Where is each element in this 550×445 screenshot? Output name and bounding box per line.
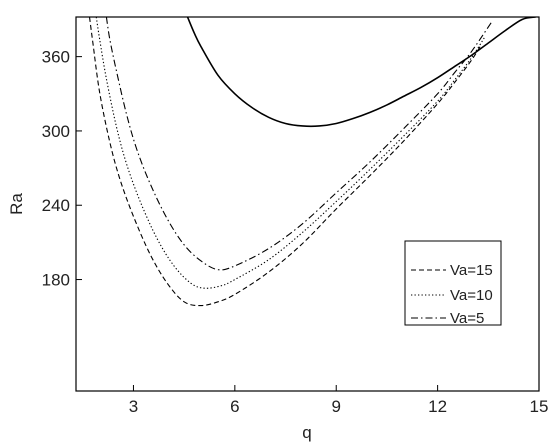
legend-box [404,240,502,326]
x-tick-label: 3 [129,397,138,416]
y-axis-label: Ra [7,193,26,215]
y-tick-label: 180 [42,271,70,290]
axis-ticks: 3 6 9 12 15 180 240 300 360 [42,48,549,416]
x-tick-label: 12 [428,397,447,416]
x-tick-label: 15 [530,397,549,416]
y-tick-label: 240 [42,196,70,215]
y-tick-label: 300 [42,122,70,141]
series-line-va5 [105,17,493,271]
series-line-solid [186,17,536,128]
y-tick-label: 360 [42,48,70,67]
series-lines [88,17,536,307]
series-line-va10 [95,17,486,289]
legend: Va=15 Va=10 Va=5 [404,240,502,327]
legend-label-va15: Va=15 [450,262,493,279]
legend-label-va5: Va=5 [450,310,484,327]
x-axis-label: q [302,423,311,442]
series-line-va15 [88,17,483,307]
plot-area-frame [75,16,540,392]
legend-label-va10: Va=10 [450,287,493,304]
x-tick-label: 9 [331,397,340,416]
x-tick-label: 6 [230,397,239,416]
